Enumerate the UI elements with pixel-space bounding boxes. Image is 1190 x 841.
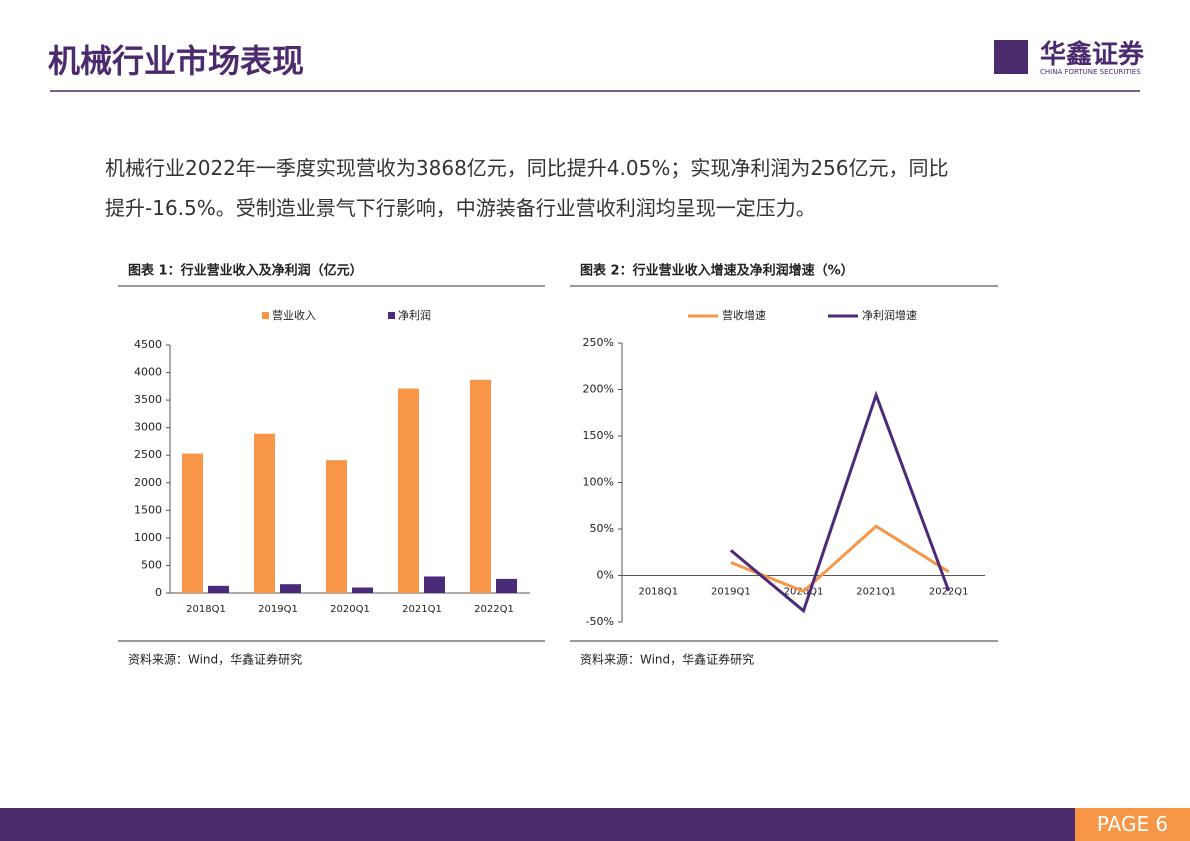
legend-label: 净利润增速 xyxy=(862,308,917,322)
bar xyxy=(352,587,373,593)
y-tick-label: -50% xyxy=(586,615,614,628)
x-tick-label: 2019Q1 xyxy=(258,604,298,615)
chart-title: 图表 1：行业营业收入及净利润（亿元） xyxy=(128,263,363,279)
y-tick-label: 4500 xyxy=(134,338,162,351)
bar xyxy=(424,576,445,593)
y-tick-label: 2000 xyxy=(134,476,162,489)
y-tick-label: 3000 xyxy=(134,421,162,434)
y-tick-label: 150% xyxy=(583,429,614,442)
x-tick-label: 2018Q1 xyxy=(186,604,226,615)
x-tick-label: 2021Q1 xyxy=(856,587,896,598)
y-tick-label: 100% xyxy=(583,476,614,489)
page-title: 机械行业市场表现 xyxy=(48,42,305,80)
source-note: 资料来源：Wind，华鑫证券研究 xyxy=(128,652,302,667)
y-tick-label: 3500 xyxy=(134,393,162,406)
chart-title: 图表 2：行业营业收入增速及净利润增速（%） xyxy=(580,263,854,279)
logo-icon xyxy=(994,40,1028,74)
x-tick-label: 2022Q1 xyxy=(929,587,969,598)
bar xyxy=(280,584,301,593)
line xyxy=(730,524,950,594)
y-tick-label: 1000 xyxy=(134,531,162,544)
bar xyxy=(208,585,229,593)
x-tick-label: 2018Q1 xyxy=(638,587,678,598)
legend-label: 净利润 xyxy=(398,308,431,322)
bar xyxy=(182,453,203,593)
y-tick-label: 0 xyxy=(155,586,162,599)
page-number: PAGE 6 xyxy=(1075,808,1190,841)
legend-label: 营业收入 xyxy=(272,308,316,322)
y-tick-label: 500 xyxy=(141,558,162,571)
y-tick-label: 50% xyxy=(590,522,614,535)
y-tick-label: 4000 xyxy=(134,366,162,379)
x-tick-label: 2021Q1 xyxy=(402,604,442,615)
legend-label: 营收增速 xyxy=(722,308,766,322)
y-tick-label: 200% xyxy=(583,383,614,396)
line xyxy=(729,390,951,614)
source-note: 资料来源：Wind，华鑫证券研究 xyxy=(580,652,754,667)
x-tick-label: 2019Q1 xyxy=(711,587,751,598)
y-tick-label: 2500 xyxy=(134,448,162,461)
footer-bar xyxy=(0,808,1190,841)
logo-subtext: CHINA FORTUNE SECURITIES xyxy=(1040,68,1141,76)
legend-swatch xyxy=(262,312,269,319)
y-tick-label: 1500 xyxy=(134,503,162,516)
body-text: 机械行业2022年一季度实现营收为3868亿元，同比提升4.05%；实现净利润为… xyxy=(105,156,949,220)
x-tick-label: 2022Q1 xyxy=(474,604,514,615)
y-tick-label: 250% xyxy=(583,336,614,349)
bar xyxy=(496,578,517,593)
x-tick-label: 2020Q1 xyxy=(330,604,370,615)
logo-text: 华鑫证券 xyxy=(1040,40,1145,70)
bar xyxy=(326,460,347,593)
legend-swatch xyxy=(388,312,395,319)
bar xyxy=(398,388,419,593)
y-tick-label: 0% xyxy=(597,569,614,582)
bar xyxy=(254,433,275,593)
bar xyxy=(470,379,491,593)
